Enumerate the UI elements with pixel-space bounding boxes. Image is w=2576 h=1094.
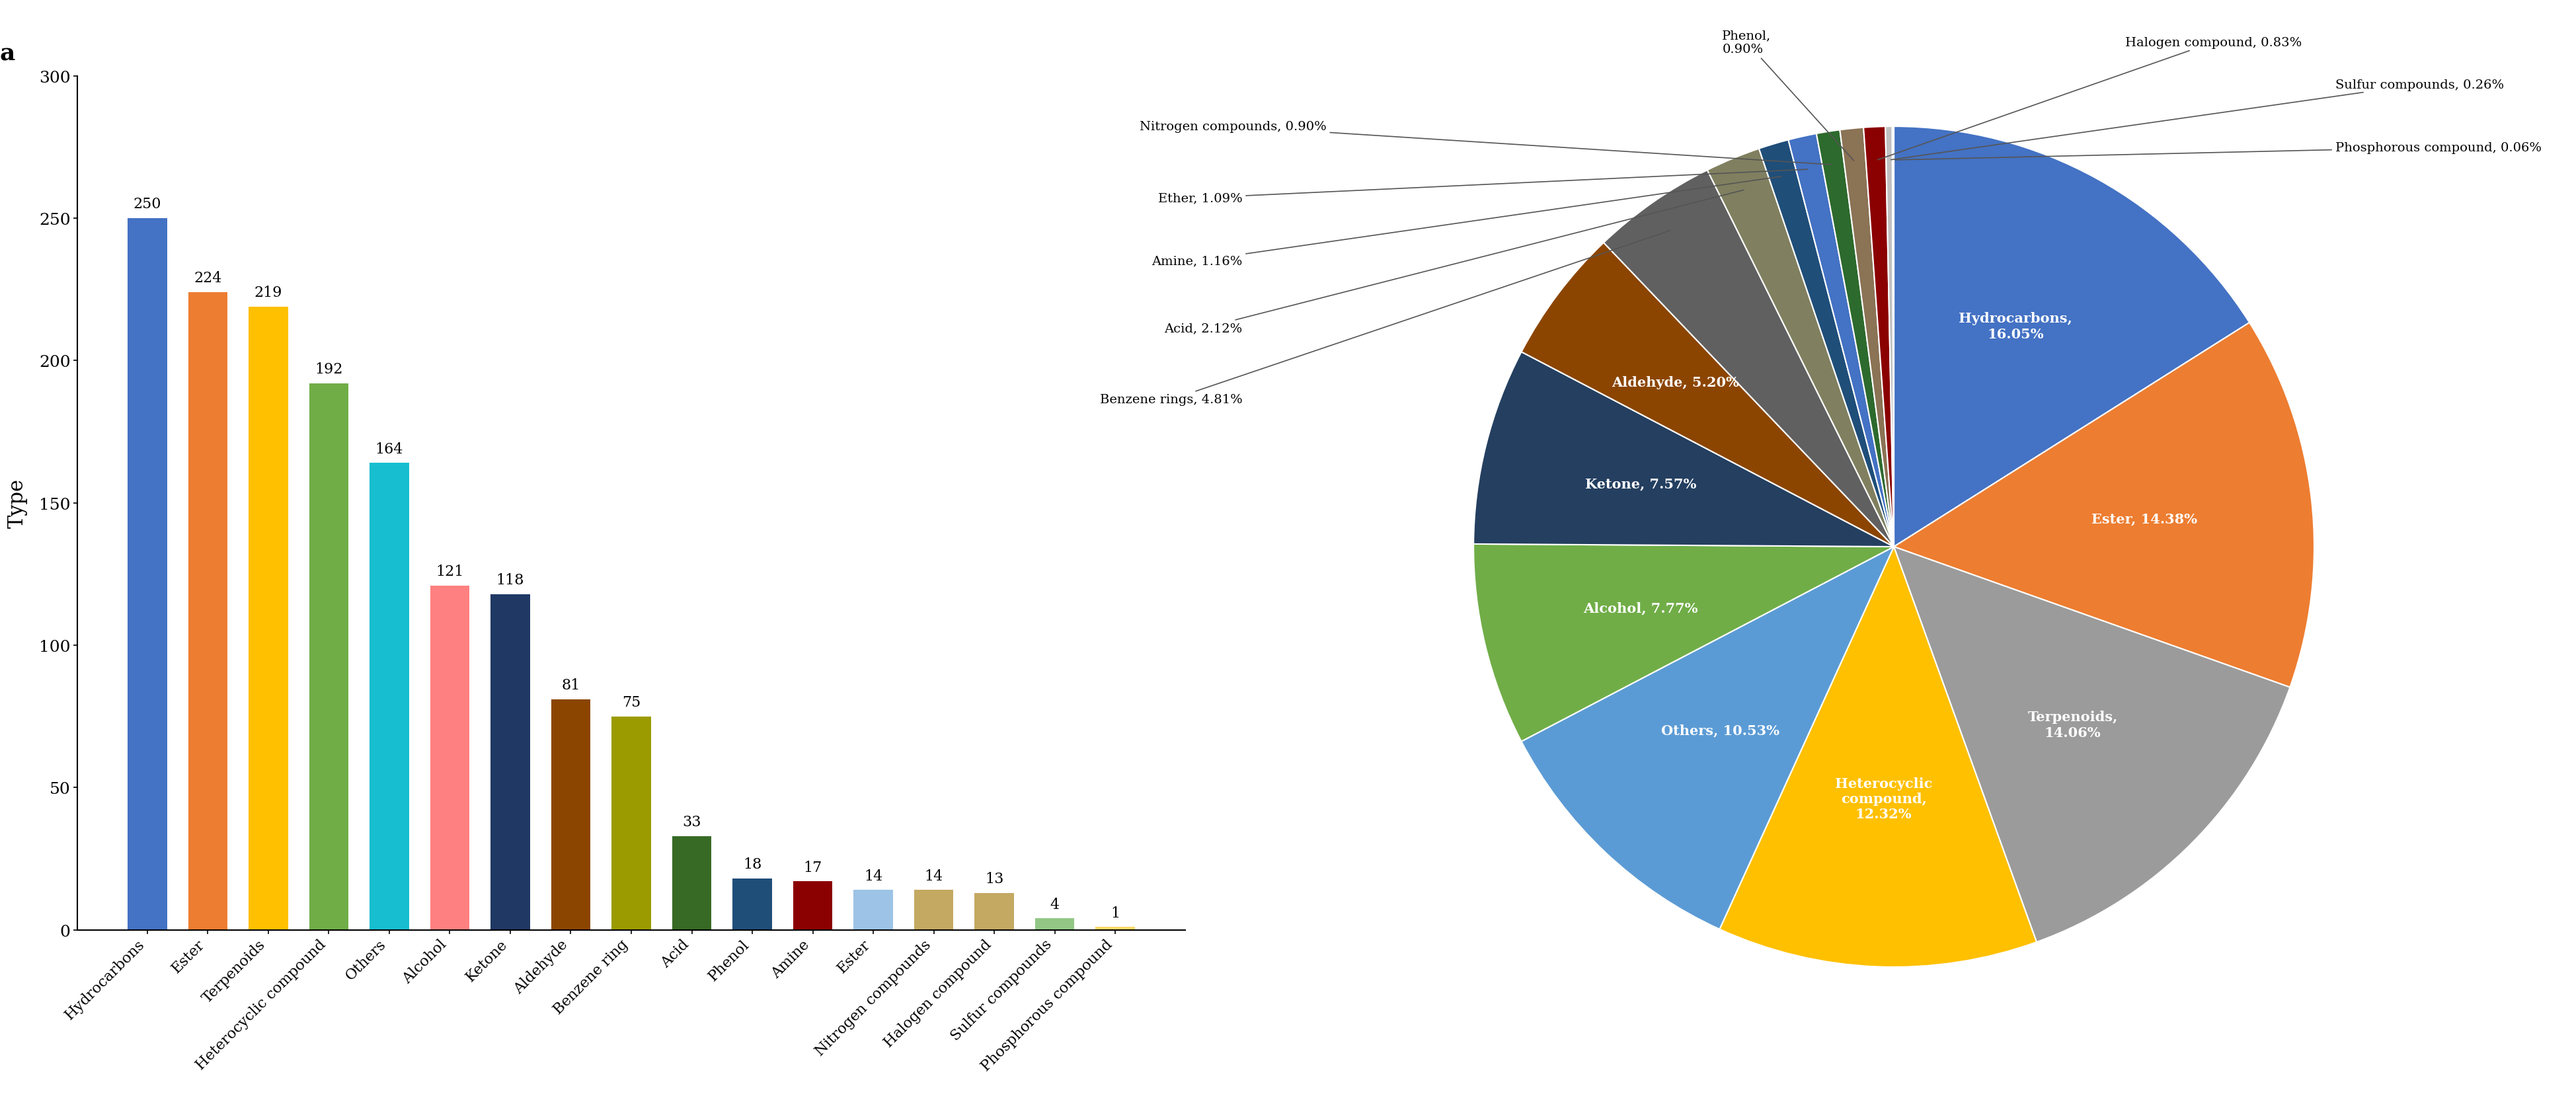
- Text: Ester, 14.38%: Ester, 14.38%: [2092, 513, 2197, 526]
- Bar: [368, 464, 410, 930]
- Text: Ketone, 7.57%: Ketone, 7.57%: [1584, 477, 1695, 490]
- Y-axis label: Type: Type: [8, 478, 28, 528]
- Wedge shape: [1708, 149, 1893, 547]
- Bar: [914, 891, 953, 930]
- Bar: [551, 699, 590, 930]
- Text: 118: 118: [497, 572, 523, 587]
- Bar: [611, 717, 652, 930]
- Text: Aldehyde, 5.20%: Aldehyde, 5.20%: [1613, 376, 1739, 389]
- Text: 75: 75: [621, 695, 641, 709]
- Wedge shape: [1759, 140, 1893, 547]
- Text: Benzene rings, 4.81%: Benzene rings, 4.81%: [1100, 231, 1669, 406]
- Text: 219: 219: [255, 286, 283, 300]
- Wedge shape: [1893, 323, 2313, 687]
- Text: 81: 81: [562, 678, 580, 693]
- Text: Ether, 1.09%: Ether, 1.09%: [1157, 170, 1808, 205]
- Text: 1: 1: [1110, 906, 1121, 920]
- Bar: [732, 878, 773, 930]
- Text: Phenol,
0.90%: Phenol, 0.90%: [1721, 30, 1852, 161]
- Bar: [430, 585, 469, 930]
- Bar: [188, 293, 227, 930]
- Wedge shape: [1520, 547, 1893, 929]
- Bar: [974, 893, 1012, 930]
- Wedge shape: [1893, 547, 2290, 942]
- Bar: [793, 882, 832, 930]
- Text: Alcohol, 7.77%: Alcohol, 7.77%: [1582, 602, 1698, 615]
- Text: 33: 33: [683, 814, 701, 829]
- Text: Hydrocarbons,
16.05%: Hydrocarbons, 16.05%: [1958, 312, 2071, 340]
- Text: 121: 121: [435, 565, 464, 579]
- Text: 224: 224: [193, 271, 222, 286]
- Text: 250: 250: [134, 197, 162, 212]
- Text: 13: 13: [984, 871, 1005, 886]
- Text: Phosphorous compound, 0.06%: Phosphorous compound, 0.06%: [1893, 142, 2540, 161]
- Wedge shape: [1718, 547, 2035, 967]
- Bar: [309, 384, 348, 930]
- Text: 164: 164: [376, 442, 404, 456]
- Text: 4: 4: [1051, 897, 1059, 911]
- Wedge shape: [1520, 243, 1893, 547]
- Wedge shape: [1839, 128, 1893, 547]
- Bar: [672, 836, 711, 930]
- Bar: [1095, 927, 1133, 930]
- Bar: [853, 891, 894, 930]
- Text: Others, 10.53%: Others, 10.53%: [1662, 723, 1780, 736]
- Wedge shape: [1602, 171, 1893, 547]
- Wedge shape: [1893, 127, 2249, 547]
- Text: 14: 14: [863, 869, 884, 883]
- Text: b: b: [1200, 0, 1216, 2]
- Text: Heterocyclic
compound,
12.32%: Heterocyclic compound, 12.32%: [1834, 777, 1932, 820]
- Bar: [489, 594, 531, 930]
- Wedge shape: [1886, 127, 1893, 547]
- Bar: [250, 307, 289, 930]
- Text: 14: 14: [925, 869, 943, 883]
- Wedge shape: [1473, 545, 1893, 742]
- Bar: [1036, 919, 1074, 930]
- Wedge shape: [1788, 135, 1893, 547]
- Wedge shape: [1473, 352, 1893, 547]
- Text: Terpenoids,
14.06%: Terpenoids, 14.06%: [2027, 710, 2117, 740]
- Text: Amine, 1.16%: Amine, 1.16%: [1151, 177, 1780, 267]
- Text: Nitrogen compounds, 0.90%: Nitrogen compounds, 0.90%: [1139, 121, 1832, 165]
- Bar: [129, 219, 167, 930]
- Wedge shape: [1816, 130, 1893, 547]
- Text: 18: 18: [742, 857, 762, 872]
- Text: Halogen compound, 0.83%: Halogen compound, 0.83%: [1878, 37, 2300, 161]
- Text: Sulfur compounds, 0.26%: Sulfur compounds, 0.26%: [1891, 79, 2504, 161]
- Text: 192: 192: [314, 362, 343, 376]
- Text: 17: 17: [804, 860, 822, 874]
- Wedge shape: [1862, 127, 1893, 547]
- Text: Acid, 2.12%: Acid, 2.12%: [1164, 190, 1744, 335]
- Text: a: a: [0, 43, 15, 65]
